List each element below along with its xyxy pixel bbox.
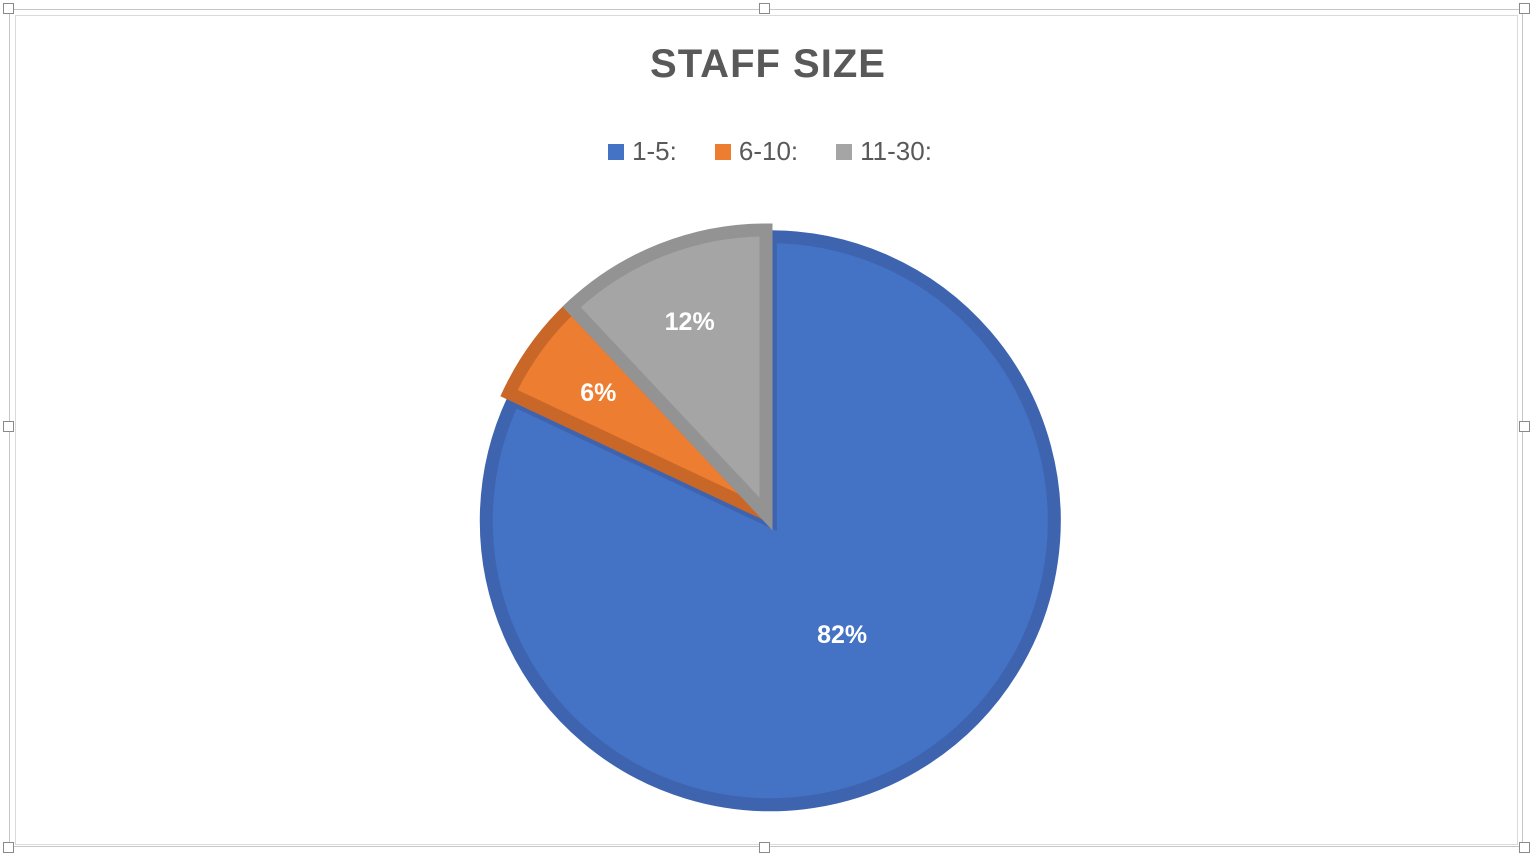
resize-handle-top-left[interactable] bbox=[3, 3, 14, 14]
resize-handle-right[interactable] bbox=[1519, 421, 1530, 432]
legend-swatch-1-5 bbox=[608, 143, 625, 160]
legend-entry-1-5[interactable]: 1-5: bbox=[604, 136, 677, 167]
legend-label-11-30: 11-30: bbox=[860, 136, 932, 166]
legend-swatch-11-30 bbox=[836, 143, 853, 160]
legend-label-6-10: 6-10: bbox=[738, 136, 799, 166]
resize-handle-bottom-left[interactable] bbox=[3, 842, 14, 853]
resize-handle-top[interactable] bbox=[759, 3, 770, 14]
resize-handle-left[interactable] bbox=[3, 421, 14, 432]
resize-handle-top-right[interactable] bbox=[1519, 3, 1530, 14]
legend-entry-6-10[interactable]: 6-10: bbox=[711, 136, 798, 167]
pie-slice-11-30[interactable] bbox=[562, 223, 773, 531]
legend-label-1-5: 1-5: bbox=[632, 136, 677, 166]
resize-handle-bottom-right[interactable] bbox=[1519, 842, 1530, 853]
legend-swatch-6-10 bbox=[714, 143, 731, 160]
resize-handle-bottom[interactable] bbox=[759, 842, 770, 853]
data-label-1-5[interactable]: 82% bbox=[817, 621, 867, 649]
chart-legend[interactable]: 1-5: 6-10: 11-30: bbox=[0, 136, 1536, 167]
data-label-11-30[interactable]: 12% bbox=[665, 308, 715, 336]
data-label-6-10[interactable]: 6% bbox=[580, 379, 616, 407]
legend-entry-11-30[interactable]: 11-30: bbox=[832, 136, 932, 167]
chart-title[interactable]: STAFF SIZE bbox=[650, 42, 886, 86]
